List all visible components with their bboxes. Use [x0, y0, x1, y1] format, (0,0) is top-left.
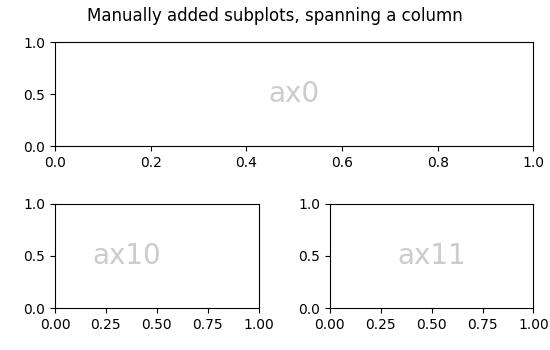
Text: ax0: ax0 [269, 80, 320, 108]
Text: ax11: ax11 [398, 242, 466, 270]
Text: Manually added subplots, spanning a column: Manually added subplots, spanning a colu… [87, 7, 463, 25]
Text: ax10: ax10 [92, 242, 161, 270]
